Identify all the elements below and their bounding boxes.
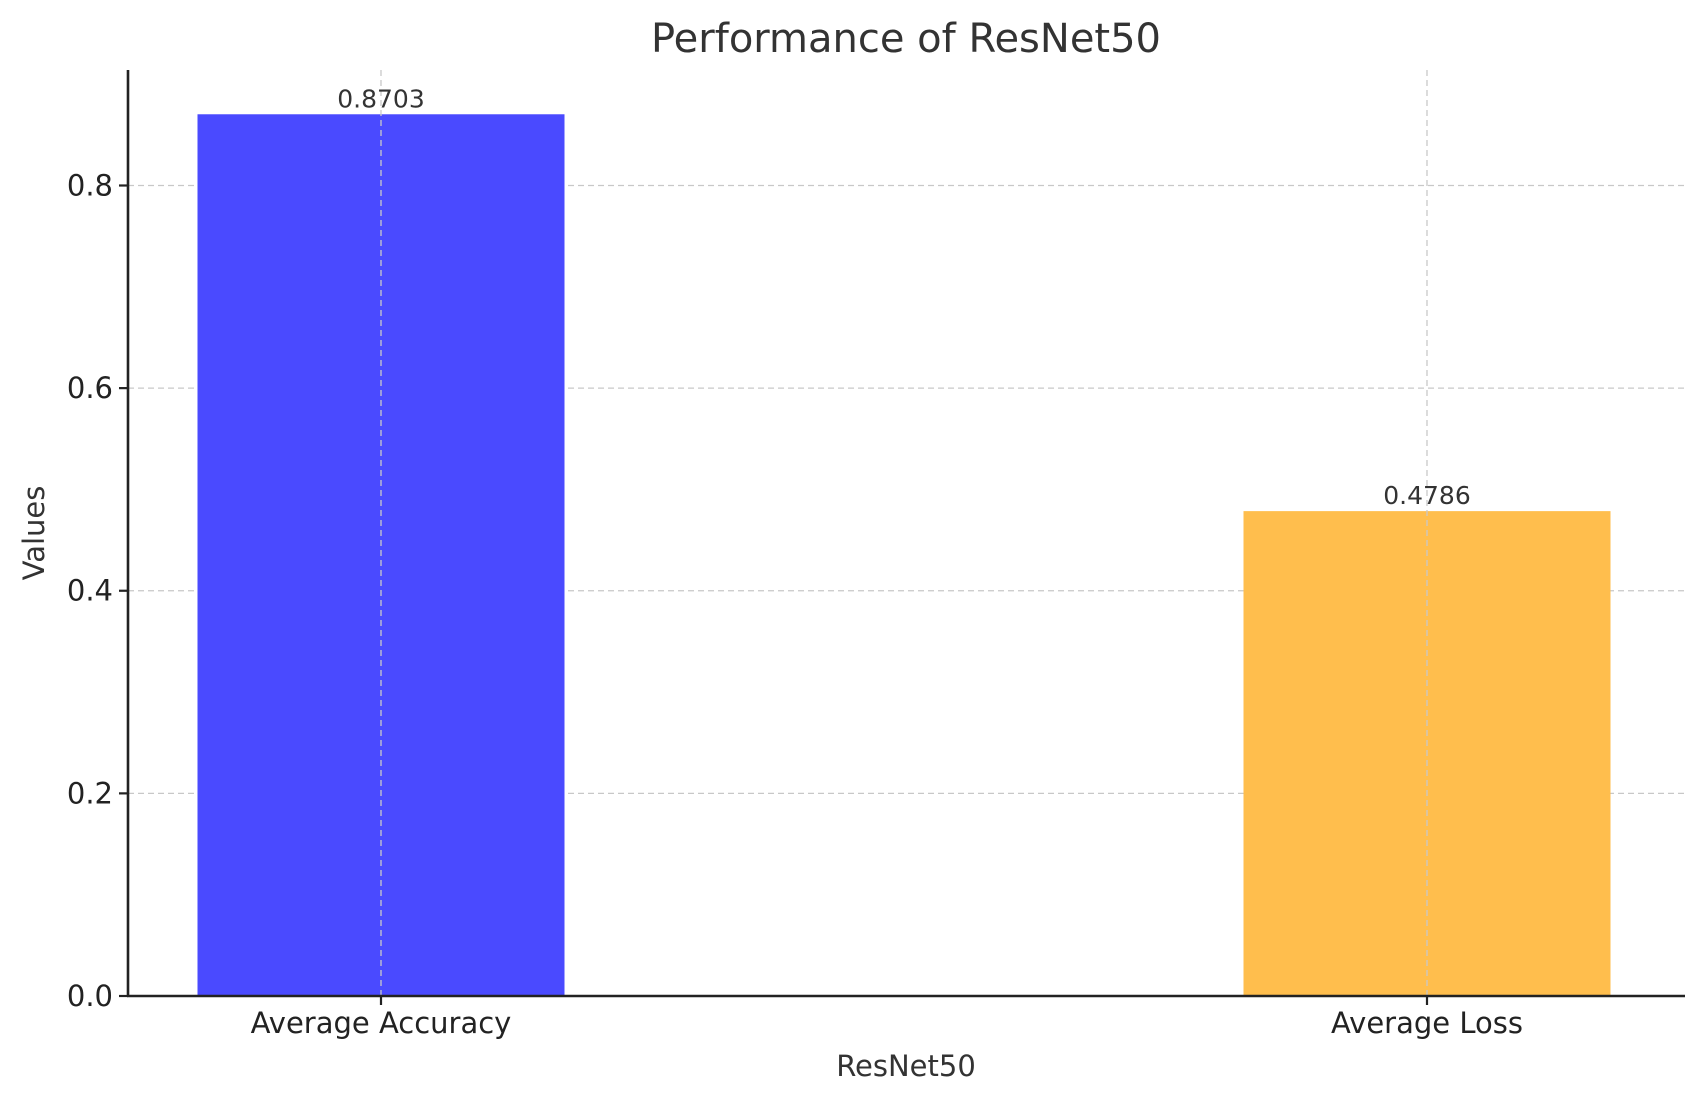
x-axis-label: ResNet50 — [836, 1049, 976, 1083]
y-tick-label: 0.2 — [67, 776, 113, 810]
y-tick-label: 0.6 — [67, 371, 113, 405]
chart-title: Performance of ResNet50 — [651, 16, 1161, 62]
y-tick-label: 0.8 — [67, 168, 113, 202]
y-tick-label: 0.4 — [67, 574, 113, 608]
bars — [197, 114, 1611, 996]
ticks: 0.0 0.2 0.4 0.6 0.8 Average Accuracy Average L… — [67, 168, 1523, 1040]
bar-value-label: 0.8703 — [337, 84, 424, 113]
axes — [126, 70, 1685, 998]
bar-value-label: 0.4786 — [1383, 481, 1470, 510]
x-tick-label: Average Loss — [1331, 1006, 1523, 1040]
vertical-grid — [380, 70, 1428, 996]
y-tick-label: 0.0 — [67, 979, 113, 1013]
x-tick-label: Average Accuracy — [251, 1006, 512, 1040]
value-labels: 0.8703 0.4786 — [337, 84, 1470, 510]
y-axis-label: Values — [17, 486, 51, 581]
